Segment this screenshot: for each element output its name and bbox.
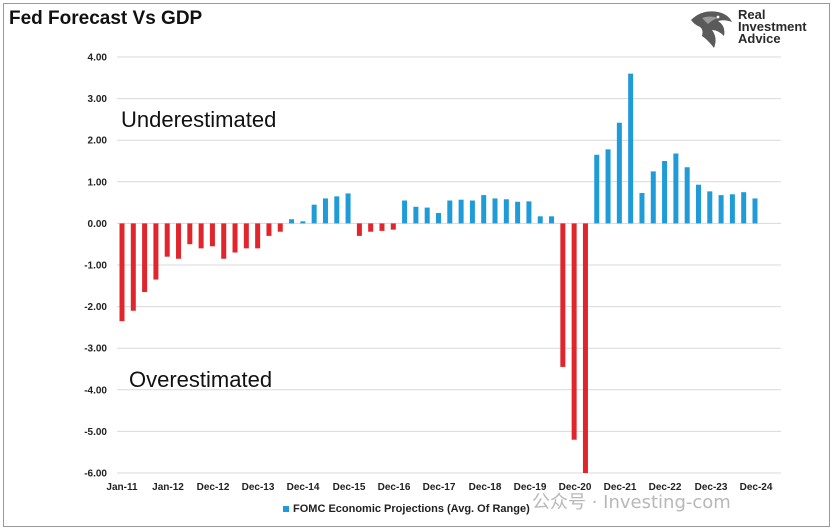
- y-tick-label: 0.00: [88, 219, 108, 230]
- bar: [605, 149, 611, 224]
- grid-lines: [117, 56, 781, 474]
- bar: [616, 122, 622, 224]
- y-tick-label: -4.00: [84, 385, 107, 396]
- bar: [322, 198, 328, 224]
- bar: [582, 223, 588, 473]
- bar: [695, 184, 701, 224]
- bar: [368, 223, 374, 232]
- bar: [334, 196, 340, 224]
- bar: [390, 223, 396, 230]
- legend-swatch: [283, 506, 289, 512]
- y-axis: 4.00 3.00 2.00 1.00 0.00 -1.00 -2.00 -3.00 -4.00…: [84, 53, 107, 480]
- bar: [662, 161, 668, 224]
- bar: [311, 204, 317, 224]
- bar: [684, 167, 690, 224]
- legend-label: FOMC Economic Projections (Avg. Of Range…: [293, 503, 530, 515]
- y-tick-label: 2.00: [88, 136, 108, 147]
- bar: [481, 195, 487, 224]
- bar: [639, 193, 645, 224]
- bar: [266, 223, 272, 236]
- annotation-underestimated: Underestimated: [121, 107, 276, 132]
- bar: [752, 198, 758, 224]
- bar: [571, 223, 577, 440]
- bar: [560, 223, 566, 367]
- bar: [413, 206, 419, 224]
- bar: [447, 200, 453, 224]
- bar: [243, 223, 249, 249]
- bar: [424, 207, 430, 224]
- legend: FOMC Economic Projections (Avg. Of Range…: [283, 503, 530, 515]
- bar: [119, 223, 125, 322]
- x-tick-label: Dec-21: [604, 482, 637, 493]
- watermark: 公众号 · Investing-com: [532, 492, 731, 513]
- bar: [650, 171, 656, 224]
- bar: [209, 223, 215, 247]
- bar: [176, 223, 182, 259]
- bar: [549, 216, 555, 224]
- y-tick-label: -6.00: [84, 469, 107, 480]
- bar: [526, 201, 532, 224]
- bar: [469, 200, 475, 224]
- x-tick-label: Dec-17: [423, 482, 456, 493]
- bar: [198, 223, 204, 249]
- bar: [402, 200, 408, 224]
- x-tick-label: Dec-23: [695, 482, 728, 493]
- bars: [119, 73, 758, 473]
- x-tick-label: Dec-12: [197, 482, 230, 493]
- bar: [130, 223, 136, 311]
- y-tick-label: -5.00: [84, 427, 107, 438]
- bar: [300, 221, 306, 224]
- x-tick-label: Dec-24: [740, 482, 773, 493]
- bar: [594, 154, 600, 224]
- logo-text: Real Investment Advice: [738, 7, 807, 46]
- x-tick-label: Dec-15: [333, 482, 366, 493]
- x-tick-label: Jan-12: [152, 482, 184, 493]
- bar: [537, 216, 543, 224]
- bar: [707, 191, 713, 224]
- bar: [718, 195, 724, 224]
- bar: [515, 201, 521, 224]
- bar: [436, 213, 441, 224]
- bar: [277, 223, 283, 232]
- bar: [492, 198, 498, 224]
- x-axis: Jan-11 Jan-12 Dec-12 Dec-13 Dec-14 Dec-15 Dec-…: [106, 482, 772, 493]
- bar: [187, 223, 193, 245]
- x-tick-label: Dec-16: [378, 482, 411, 493]
- y-tick-label: -2.00: [84, 302, 107, 313]
- x-tick-label: Dec-14: [287, 482, 320, 493]
- annotation-overestimated: Overestimated: [129, 367, 272, 392]
- bar: [232, 223, 238, 253]
- bar: [255, 223, 261, 249]
- bar: [221, 223, 227, 259]
- x-tick-label: Dec-13: [242, 482, 275, 493]
- bar: [741, 192, 747, 224]
- bar: [345, 193, 351, 224]
- real-investment-advice-logo: Real Investment Advice: [688, 6, 828, 52]
- y-tick-label: 4.00: [88, 53, 108, 64]
- x-tick-label: Dec-18: [469, 482, 502, 493]
- bar: [729, 194, 735, 224]
- x-tick-label: Dec-22: [649, 482, 682, 493]
- bar: [289, 219, 295, 224]
- chart-title: Fed Forecast Vs GDP: [9, 8, 203, 29]
- y-tick-label: 3.00: [88, 94, 108, 105]
- y-tick-label: 1.00: [88, 177, 108, 188]
- eagle-logo-icon: [691, 11, 732, 48]
- bar: [164, 223, 170, 257]
- bar: [379, 223, 385, 231]
- bar: [628, 73, 634, 224]
- x-tick-label: Jan-11: [106, 482, 138, 493]
- bar: [153, 223, 159, 280]
- y-tick-label: -3.00: [84, 344, 107, 355]
- x-tick-label: Dec-20: [559, 482, 592, 493]
- x-tick-label: Dec-19: [514, 482, 547, 493]
- bar: [458, 199, 464, 224]
- bar: [356, 223, 362, 236]
- bar: [142, 223, 148, 293]
- y-tick-label: -1.00: [84, 261, 107, 272]
- bar: [673, 153, 679, 224]
- bar: [503, 199, 509, 224]
